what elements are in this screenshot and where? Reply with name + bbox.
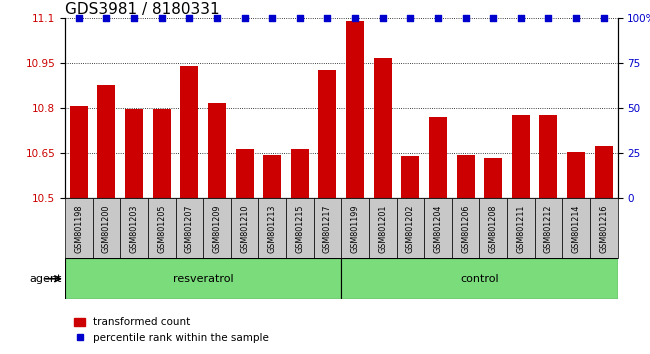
Bar — [396, 198, 424, 258]
Bar — [341, 198, 369, 258]
Bar — [92, 198, 120, 258]
Bar — [148, 198, 176, 258]
Bar — [424, 198, 452, 258]
Point — [184, 15, 194, 21]
Text: GSM801200: GSM801200 — [102, 204, 111, 252]
Bar — [203, 198, 231, 258]
Bar — [208, 103, 226, 198]
Point — [267, 15, 278, 21]
Legend: transformed count, percentile rank within the sample: transformed count, percentile rank withi… — [70, 313, 273, 347]
Bar — [180, 66, 198, 198]
Point — [488, 15, 499, 21]
Text: GDS3981 / 8180331: GDS3981 / 8180331 — [65, 1, 220, 17]
Point — [157, 15, 167, 21]
Bar — [540, 115, 558, 198]
Text: GSM801199: GSM801199 — [350, 204, 359, 253]
Bar — [507, 198, 534, 258]
Point — [212, 15, 222, 21]
Bar — [567, 152, 585, 198]
Point — [129, 15, 139, 21]
Bar — [480, 198, 507, 258]
Point — [350, 15, 360, 21]
Bar — [346, 21, 364, 198]
Text: GSM801212: GSM801212 — [544, 204, 553, 253]
Point — [571, 15, 581, 21]
Bar — [452, 198, 480, 258]
Bar — [590, 198, 618, 258]
Point — [599, 15, 609, 21]
Point — [101, 15, 112, 21]
Bar — [263, 155, 281, 198]
Point — [378, 15, 388, 21]
Bar — [291, 149, 309, 198]
Bar — [120, 198, 148, 258]
Text: GSM801211: GSM801211 — [516, 204, 525, 252]
Bar — [456, 155, 474, 198]
Bar — [65, 258, 341, 299]
Point — [543, 15, 554, 21]
Text: GSM801215: GSM801215 — [295, 204, 304, 253]
Bar — [512, 115, 530, 198]
Text: GSM801202: GSM801202 — [406, 204, 415, 253]
Bar — [318, 70, 337, 198]
Text: GSM801213: GSM801213 — [268, 204, 277, 252]
Point — [460, 15, 471, 21]
Bar — [534, 198, 562, 258]
Bar — [231, 198, 259, 258]
Text: GSM801203: GSM801203 — [129, 204, 138, 252]
Text: GSM801201: GSM801201 — [378, 204, 387, 252]
Bar — [374, 58, 392, 198]
Point — [294, 15, 305, 21]
Bar — [313, 198, 341, 258]
Text: GSM801198: GSM801198 — [74, 204, 83, 252]
Bar — [562, 198, 590, 258]
Text: GSM801217: GSM801217 — [323, 204, 332, 253]
Bar — [429, 117, 447, 198]
Bar — [98, 85, 116, 198]
Text: control: control — [460, 274, 499, 284]
Point — [405, 15, 415, 21]
Text: GSM801207: GSM801207 — [185, 204, 194, 253]
Text: GSM801216: GSM801216 — [599, 204, 608, 252]
Bar — [484, 158, 502, 198]
Bar — [235, 149, 254, 198]
Bar — [286, 198, 313, 258]
Text: GSM801209: GSM801209 — [213, 204, 222, 253]
Text: GSM801210: GSM801210 — [240, 204, 249, 252]
Bar — [401, 156, 419, 198]
Text: GSM801208: GSM801208 — [489, 204, 498, 252]
Point — [433, 15, 443, 21]
Bar — [70, 107, 88, 198]
Text: GSM801205: GSM801205 — [157, 204, 166, 253]
Bar — [341, 258, 618, 299]
Point — [73, 15, 84, 21]
Text: agent: agent — [29, 274, 62, 284]
Bar — [176, 198, 203, 258]
Bar — [259, 198, 286, 258]
Point — [322, 15, 333, 21]
Text: GSM801206: GSM801206 — [461, 204, 470, 252]
Text: resveratrol: resveratrol — [173, 274, 233, 284]
Bar — [153, 109, 171, 198]
Point — [515, 15, 526, 21]
Bar — [65, 198, 92, 258]
Point — [239, 15, 250, 21]
Text: GSM801204: GSM801204 — [434, 204, 443, 252]
Bar — [125, 109, 143, 198]
Bar — [595, 145, 613, 198]
Text: GSM801214: GSM801214 — [571, 204, 580, 252]
Bar — [369, 198, 396, 258]
